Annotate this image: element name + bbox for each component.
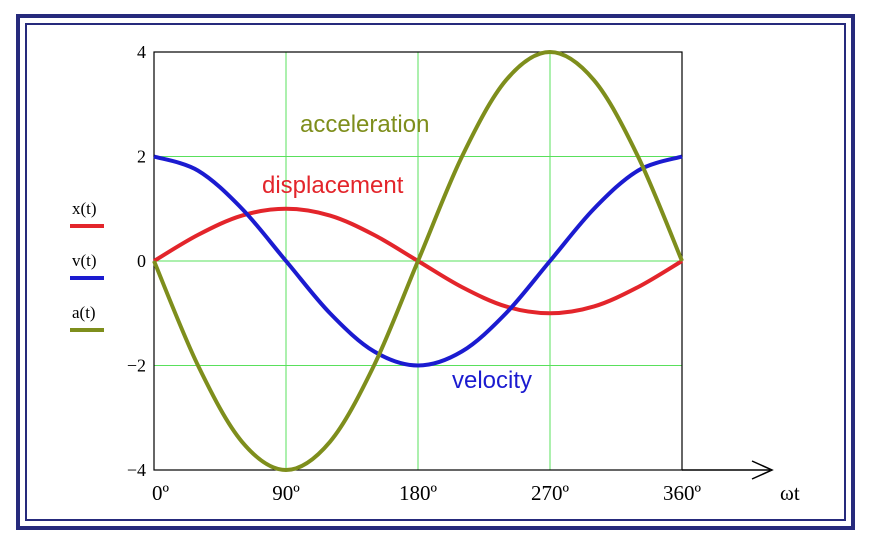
x-tick-label: 180º [399,481,438,505]
legend-label: x(t) [72,199,97,218]
annotation-acceleration: acceleration [300,111,429,138]
y-tick-label: −4 [127,460,146,480]
y-tick-label: −2 [127,356,146,376]
series-line-2 [153,154,683,368]
series-lines [152,50,684,472]
x-tick-label: 360º [663,481,702,505]
legend-label: a(t) [72,303,96,322]
x-axis-arrow-head [751,460,774,480]
x-axis-label: ωt [780,481,800,505]
x-axis-arrow [682,460,774,480]
chart-frame-outer [16,14,855,530]
annotation-displacement: displacement [262,172,404,199]
y-tick-label: 0 [137,251,146,271]
x-tick-label: 90º [272,481,300,505]
series-line-3 [152,50,684,472]
annotations: acceleration displacement velocity [262,111,532,394]
x-tick-labels: 0º 90º 180º 270º 360º [152,481,701,505]
legend: x(t) v(t) a(t) [70,199,104,332]
chart-frame-inner [25,23,846,521]
annotation-velocity: velocity [452,367,532,394]
x-tick-label: 0º [152,481,170,505]
legend-label: v(t) [72,251,97,270]
y-tick-label: 4 [137,42,146,62]
y-tick-label: 2 [137,147,146,167]
x-tick-label: 270º [531,481,570,505]
y-tick-labels: 4 2 0 −2 −4 [127,42,146,480]
